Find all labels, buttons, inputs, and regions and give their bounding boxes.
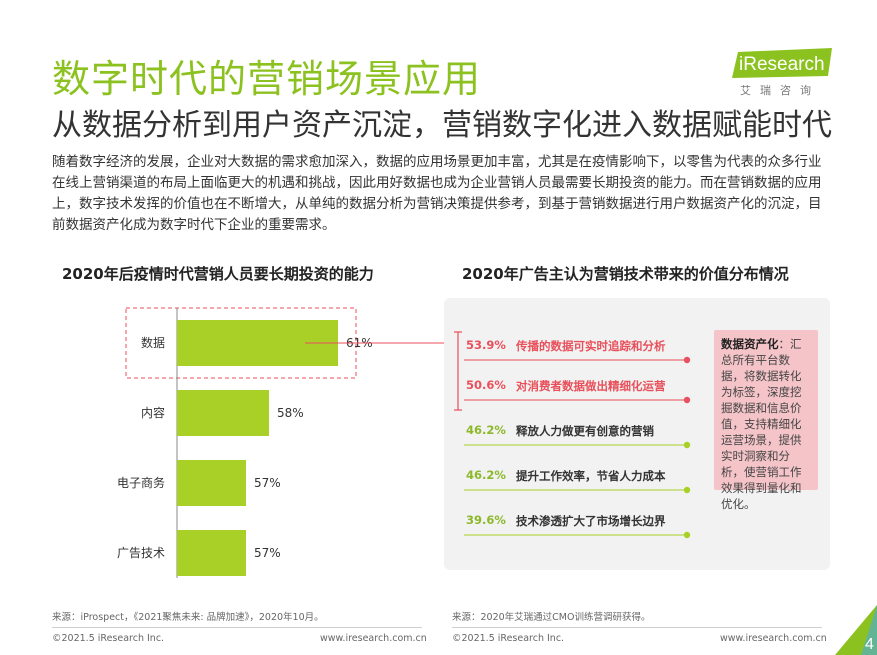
value-item-label: 提升工作效率，节省人力成本 (516, 469, 666, 483)
data-asset-note: 数据资产化：汇总所有平台数据，将数据转化为标签，深度挖掘数据和信息价值，支持精细… (714, 330, 818, 511)
bar-2 (177, 460, 246, 506)
connector-arrow (305, 339, 463, 347)
right-section-title: 2020年广告主认为营销技术带来的价值分布情况 (462, 265, 789, 283)
value-item: 53.9% 传播的数据可实时追踪和分析 (462, 332, 694, 364)
copyright-right: ©2021.5 iResearch Inc. (452, 633, 565, 644)
bar-1 (177, 390, 269, 436)
value-item: 50.6% 对消费者数据做出精细化运营 (462, 372, 694, 404)
page-subtitle: 从数据分析到用户资产沉淀，营销数字化进入数据赋能时代 (52, 108, 832, 143)
category-label: 数据 (141, 335, 165, 350)
value-label: 58% (277, 406, 304, 420)
value-item-label: 传播的数据可实时追踪和分析 (516, 339, 666, 353)
value-item-underline (464, 356, 691, 364)
category-label: 广告技术 (117, 546, 165, 560)
highlight-box (125, 307, 357, 379)
bar-3 (177, 530, 246, 576)
value-item-percent: 50.6% (466, 378, 506, 392)
value-item-underline (464, 396, 691, 404)
note-bold: 数据资产化 (721, 337, 779, 351)
left-section-title: 2020年后疫情时代营销人员要长期投资的能力 (62, 265, 374, 283)
url-left: www.iresearch.com.cn (320, 633, 427, 644)
value-item-percent: 46.2% (466, 423, 506, 437)
category-label: 电子商务 (117, 475, 165, 490)
page-number: 4 (865, 636, 874, 653)
value-item: 39.6% 技术渗透扩大了市场增长边界 (462, 507, 694, 539)
logo-cn-text: 艾瑞咨询 (740, 84, 820, 97)
value-item-underline (464, 531, 691, 539)
intro-paragraph: 随着数字经济的发展，企业对大数据的需求愈加深入，数据的应用场景更加丰富，尤其是在… (52, 154, 822, 233)
source-left: 来源：iProspect，《2021聚焦未来: 品牌加速》，2020年10月。 (52, 612, 324, 623)
value-item: 46.2% 提升工作效率，节省人力成本 (462, 462, 694, 494)
footer-divider-left (52, 627, 422, 628)
source-right: 来源：2020年艾瑞通过CMO训练营调研获得。 (452, 612, 651, 623)
page-corner: 4 (835, 605, 877, 655)
value-item-underline (464, 486, 691, 494)
logo-mark-icon: iResearch (732, 48, 832, 78)
footer-divider-right (452, 627, 822, 628)
value-item-label: 技术渗透扩大了市场增长边界 (516, 514, 666, 528)
value-item-label: 对消费者数据做出精细化运营 (516, 379, 666, 393)
value-item-percent: 53.9% (466, 338, 506, 352)
note-text: ：汇总所有平台数据，将数据转化为标签，深度挖掘数据和信息价值，支持精细化运营场景… (721, 337, 802, 511)
page-title: 数字时代的营销场景应用 (52, 57, 482, 101)
value-item-percent: 39.6% (466, 513, 506, 527)
iresearch-logo: iResearch 艾瑞咨询 (732, 48, 832, 102)
category-label: 内容 (141, 405, 165, 420)
copyright-left: ©2021.5 iResearch Inc. (52, 633, 165, 644)
value-item-label: 释放人力做更有创意的营销 (516, 424, 654, 438)
highlight-bracket (454, 331, 462, 411)
value-item: 46.2% 释放人力做更有创意的营销 (462, 417, 694, 449)
value-item-underline (464, 441, 691, 449)
value-item-percent: 46.2% (466, 468, 506, 482)
value-label: 57% (254, 546, 281, 560)
logo-brand-text: iResearch (739, 54, 825, 75)
investment-bar-chart: 数据 61%内容 58%电子商务 57%广告技术 57% (117, 307, 373, 578)
url-right: www.iresearch.com.cn (720, 633, 827, 644)
value-label: 57% (254, 476, 281, 490)
